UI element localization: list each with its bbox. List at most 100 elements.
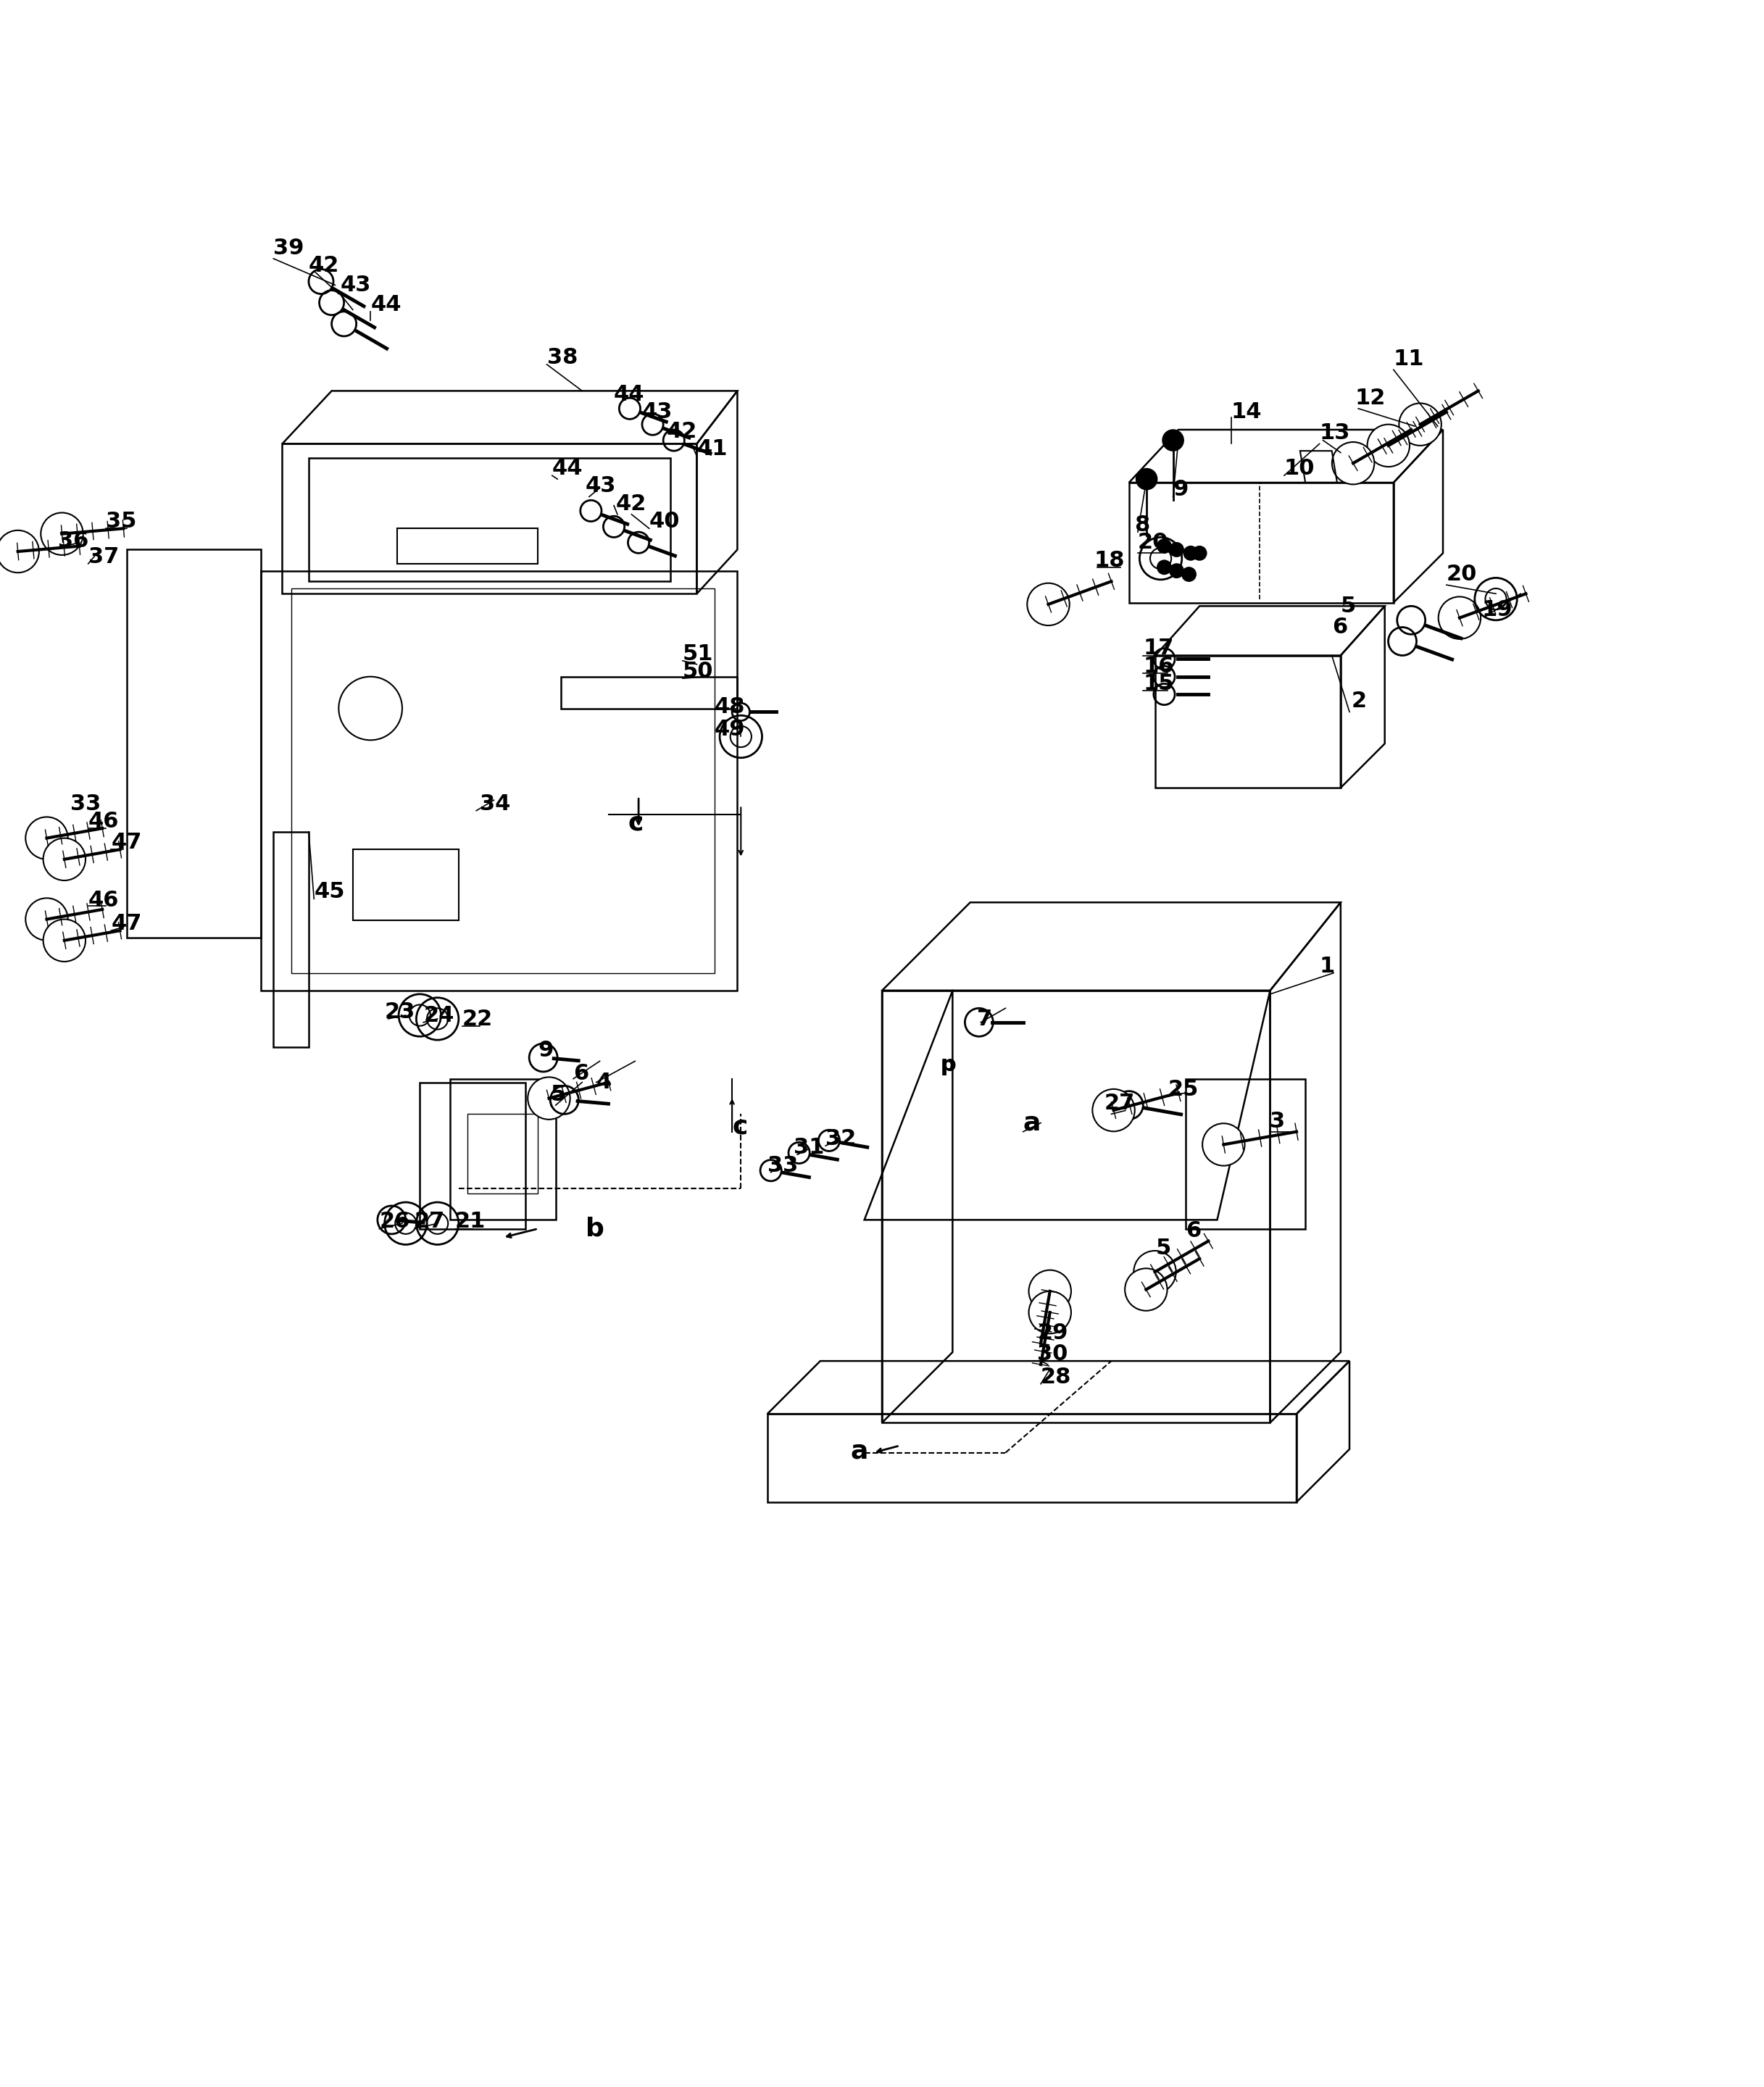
Circle shape [1170,543,1184,557]
Text: 1: 1 [1319,956,1335,977]
Text: b: b [586,1217,605,1242]
Text: 22: 22 [462,1008,492,1029]
Text: 30: 30 [1037,1344,1067,1365]
Text: 28: 28 [1041,1367,1071,1388]
Text: 35: 35 [106,511,136,532]
Text: 25: 25 [1168,1079,1198,1100]
Circle shape [1332,442,1374,484]
Circle shape [1136,467,1157,490]
Circle shape [1134,1250,1177,1294]
Text: 48: 48 [714,697,744,718]
Text: 41: 41 [697,438,727,459]
Text: 7: 7 [977,1008,993,1029]
Text: 27: 27 [1104,1094,1134,1114]
Text: 31: 31 [794,1137,824,1158]
Text: 19: 19 [1482,599,1514,620]
Circle shape [41,513,83,555]
Text: 10: 10 [1284,457,1314,480]
Text: 42: 42 [309,255,339,275]
Text: 43: 43 [586,476,616,497]
Text: 49: 49 [714,720,746,741]
Text: 42: 42 [667,422,697,442]
Text: 9: 9 [1173,480,1189,501]
Circle shape [42,918,85,962]
Text: 12: 12 [1355,388,1385,409]
Text: a: a [850,1438,868,1463]
Text: 6: 6 [1332,618,1348,639]
Text: 37: 37 [88,547,118,568]
Text: 38: 38 [547,346,577,367]
Circle shape [1438,597,1480,639]
Text: 15: 15 [1143,674,1173,695]
Text: 2: 2 [1351,691,1367,712]
Circle shape [1162,430,1184,451]
Text: a: a [1023,1110,1041,1135]
Text: p: p [940,1054,954,1075]
Circle shape [1157,559,1171,574]
Text: 20: 20 [1138,532,1168,553]
Text: 46: 46 [88,891,118,912]
Text: 47: 47 [111,833,141,854]
Circle shape [1125,1269,1168,1311]
Circle shape [1092,1089,1134,1131]
Circle shape [1367,424,1409,467]
Text: 39: 39 [273,238,303,259]
Circle shape [1399,403,1441,445]
Circle shape [1182,568,1196,582]
Text: 13: 13 [1319,424,1349,445]
Circle shape [25,897,67,941]
Circle shape [1028,1271,1071,1313]
Circle shape [1028,1292,1071,1334]
Text: 27: 27 [415,1210,445,1231]
Text: 11: 11 [1394,349,1424,369]
Text: 40: 40 [649,511,679,532]
Text: 50: 50 [683,662,713,682]
Text: 5: 5 [550,1085,566,1106]
Text: 45: 45 [314,881,344,902]
Text: 5: 5 [1341,595,1357,616]
Text: 33: 33 [71,793,101,814]
Circle shape [25,816,67,860]
Text: 34: 34 [480,793,510,814]
Circle shape [42,839,85,881]
Text: 9: 9 [538,1039,554,1060]
Text: 18: 18 [1094,549,1124,572]
Circle shape [1027,582,1069,626]
Text: 44: 44 [614,384,644,405]
Text: 47: 47 [111,914,141,935]
Text: 6: 6 [1185,1221,1201,1242]
Text: 46: 46 [88,812,118,833]
Text: 43: 43 [642,401,672,424]
Text: 51: 51 [683,643,713,664]
Text: 32: 32 [826,1129,856,1150]
Text: 16: 16 [1143,655,1173,676]
Circle shape [1170,563,1184,578]
Text: 20: 20 [1446,563,1476,584]
Text: 29: 29 [1037,1323,1067,1344]
Text: 4: 4 [596,1073,612,1094]
Text: c: c [732,1114,748,1140]
Text: 3: 3 [1270,1110,1286,1131]
Text: 33: 33 [767,1154,797,1175]
Text: 8: 8 [1134,515,1150,536]
Text: 36: 36 [58,530,88,551]
Text: 26: 26 [379,1210,409,1231]
Text: 14: 14 [1231,401,1261,424]
Circle shape [1192,547,1207,559]
Text: 23: 23 [385,1002,415,1023]
Text: 44: 44 [370,294,400,315]
Text: 24: 24 [423,1004,453,1027]
Text: 5: 5 [1155,1238,1171,1258]
Text: 42: 42 [616,493,646,513]
Circle shape [0,530,39,572]
Text: p: p [940,1054,956,1075]
Circle shape [1203,1123,1245,1167]
Text: 17: 17 [1143,639,1173,659]
Circle shape [527,1077,570,1119]
Text: 21: 21 [455,1210,485,1231]
Circle shape [1184,547,1198,559]
Text: 43: 43 [340,275,370,296]
Text: 6: 6 [573,1062,589,1083]
Text: c: c [628,810,644,835]
Circle shape [1157,538,1171,553]
